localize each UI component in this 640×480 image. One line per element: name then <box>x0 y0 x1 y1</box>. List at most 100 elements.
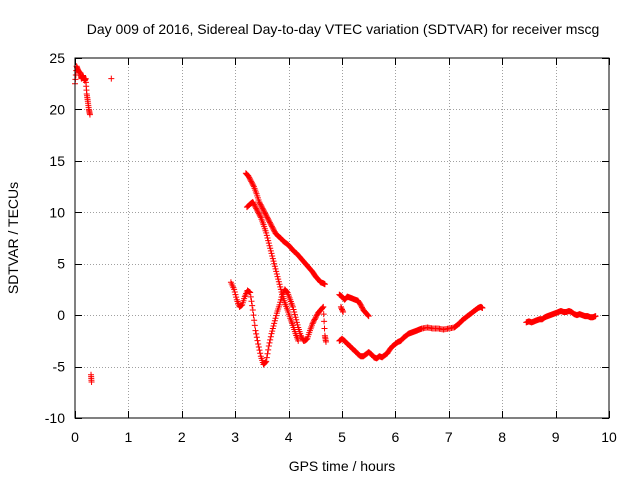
data-point <box>339 307 346 314</box>
data-point <box>275 276 282 283</box>
data-point <box>276 281 283 288</box>
data-point <box>255 209 262 216</box>
y-tick-label: -10 <box>45 410 65 426</box>
y-tick-label: 20 <box>49 101 65 117</box>
data-point <box>320 303 327 310</box>
data-point <box>250 200 257 207</box>
data-point <box>267 245 274 252</box>
data-point <box>340 309 347 316</box>
data-point <box>312 315 319 322</box>
data-point <box>250 312 257 319</box>
data-point <box>247 289 254 296</box>
data-point <box>258 202 265 209</box>
data-point <box>293 319 300 326</box>
data-point <box>272 315 279 322</box>
data-point <box>263 229 270 236</box>
data-point <box>262 210 269 217</box>
data-point <box>257 201 264 208</box>
data-point <box>273 312 280 319</box>
data-point <box>365 312 372 319</box>
data-point <box>295 337 302 344</box>
data-point <box>86 111 93 118</box>
data-point <box>274 273 281 280</box>
data-point <box>271 317 278 324</box>
y-tick-label: 15 <box>49 153 65 169</box>
data-point <box>273 268 280 275</box>
data-point <box>233 294 240 301</box>
data-point <box>256 199 263 205</box>
data-point <box>263 354 270 361</box>
data-point <box>256 347 263 354</box>
data-point <box>267 247 274 254</box>
data-point <box>319 304 326 311</box>
axis-ticks: 0 1 2 3 4 5 6 7 8 9 10 -10 -5 0 5 10 15 20 25 <box>45 50 617 445</box>
data-point <box>322 338 329 345</box>
data-point <box>263 232 270 239</box>
y-tick-label: 5 <box>57 256 65 272</box>
data-point <box>251 202 258 209</box>
data-point <box>238 302 245 309</box>
data-point <box>249 302 256 309</box>
data-point <box>291 311 298 318</box>
data-point <box>262 359 269 366</box>
data-point <box>255 340 262 347</box>
data-point <box>358 303 365 310</box>
data-point <box>251 317 258 324</box>
data-point <box>270 227 277 234</box>
y-axis-title: SDTVAR / TECUs <box>5 182 21 294</box>
data-point <box>479 304 486 311</box>
data-point <box>321 318 328 325</box>
data-point <box>310 319 317 326</box>
data-point <box>88 379 95 385</box>
data-points <box>72 63 599 385</box>
data-point <box>269 325 276 332</box>
data-point <box>253 206 260 213</box>
data-point <box>248 298 255 305</box>
data-point <box>277 299 284 306</box>
data-point <box>247 177 254 184</box>
data-point <box>255 210 262 217</box>
data-point <box>277 296 284 303</box>
data-point <box>255 344 262 351</box>
data-point <box>294 321 301 328</box>
data-point <box>262 211 269 218</box>
grid-lines <box>75 58 609 418</box>
x-tick-label: 7 <box>445 429 453 445</box>
x-axis-title: GPS time / hours <box>289 458 396 474</box>
data-point <box>310 317 317 324</box>
y-tick-label: 25 <box>49 50 65 66</box>
plot-frame <box>74 57 610 419</box>
data-point <box>277 283 284 290</box>
data-point <box>357 301 364 308</box>
data-point <box>271 260 278 267</box>
data-point <box>293 316 300 323</box>
x-tick-label: 8 <box>498 429 506 445</box>
data-point <box>108 75 115 82</box>
data-point <box>251 322 258 329</box>
data-point <box>250 182 257 189</box>
data-point <box>261 209 268 216</box>
data-point <box>271 320 278 327</box>
data-point <box>313 312 320 319</box>
data-point <box>291 309 298 316</box>
x-tick-label: 6 <box>392 429 400 445</box>
x-tick-label: 0 <box>71 429 79 445</box>
data-point <box>289 303 296 310</box>
data-point <box>269 253 276 259</box>
data-point <box>245 288 252 295</box>
data-point <box>359 304 366 311</box>
data-point <box>254 337 261 344</box>
data-point <box>265 346 272 353</box>
data-point <box>311 316 318 323</box>
data-point <box>254 208 261 214</box>
data-point <box>269 328 276 335</box>
data-point <box>290 306 297 313</box>
data-point <box>253 334 260 341</box>
data-point <box>258 204 265 211</box>
x-tick-label: 5 <box>338 429 346 445</box>
data-point <box>246 289 253 295</box>
data-point <box>270 226 277 232</box>
x-tick-label: 10 <box>601 429 617 445</box>
data-point <box>246 174 253 181</box>
